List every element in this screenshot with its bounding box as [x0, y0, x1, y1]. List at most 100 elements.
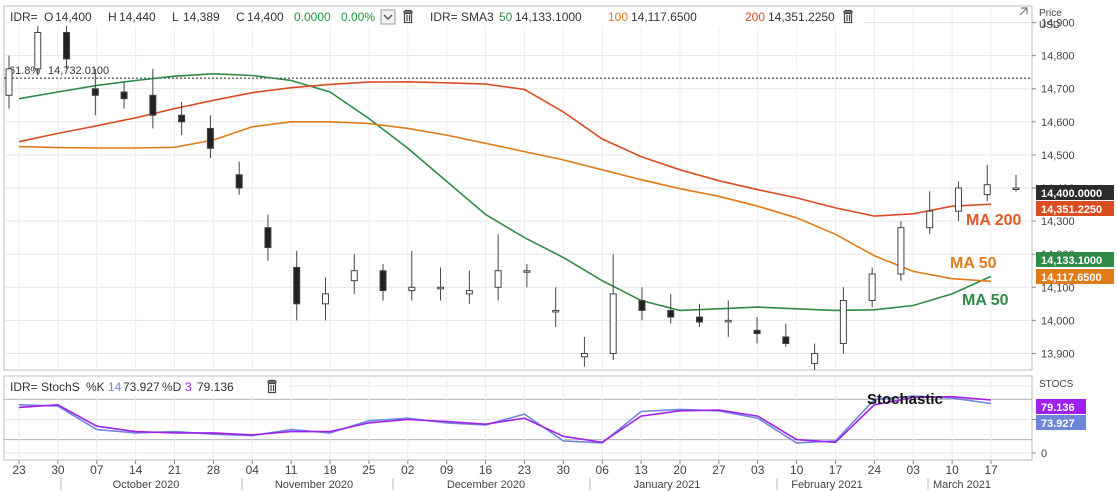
candles — [5, 12, 1020, 370]
price-box — [1036, 269, 1114, 284]
expand-icon — [1019, 7, 1028, 16]
candle-body — [5, 68, 13, 96]
sma-line — [18, 72, 992, 312]
month-label: February 2021 — [791, 479, 863, 491]
x-tick-label: 03 — [907, 463, 921, 477]
x-tick-label: 18 — [323, 463, 337, 477]
trash-icon — [267, 379, 277, 394]
candle-body — [91, 88, 99, 96]
candle-body — [120, 91, 128, 100]
stoch-box-label: 73.927 — [1041, 418, 1075, 430]
sma-period: 200 — [745, 10, 765, 24]
x-tick-label: 17 — [984, 463, 998, 477]
month-label: December 2020 — [447, 479, 525, 491]
candle-body — [580, 352, 588, 358]
ohlc-key: H — [108, 10, 117, 24]
price-tick-label: 14,100 — [1041, 282, 1075, 294]
stoch-header: IDR= StochS %K 14 73.927 %D 3 79.136 — [8, 379, 288, 396]
stoch-axis-title: STOCS — [1039, 379, 1074, 390]
candle-body — [782, 336, 790, 345]
x-tick-label: 07 — [90, 463, 104, 477]
candle-body — [350, 270, 358, 282]
x-tick-label: 21 — [168, 463, 182, 477]
x-tick-label: 20 — [673, 463, 687, 477]
x-tick-label: 03 — [751, 463, 765, 477]
stoch-grid — [4, 376, 1032, 460]
ohlc-value: 14,389 — [183, 10, 220, 24]
candle-body — [235, 174, 243, 189]
price-header: IDR= O 14,400 H 14,440 L 14,389 C 14,400 0.0000 0.… — [8, 7, 1028, 26]
candle-body — [206, 127, 214, 149]
fib-value-label: 14,732.0100 — [48, 65, 109, 77]
price-tick-label: 13,900 — [1041, 348, 1075, 360]
candle-body — [811, 352, 819, 364]
stoch-title: IDR= StochS — [10, 380, 80, 394]
dropdown-icon — [380, 9, 396, 25]
price-box-label: 14,400.0000 — [1041, 188, 1102, 200]
x-tick-label: 17 — [829, 463, 843, 477]
candle-body — [667, 309, 675, 318]
x-tick-label: 24 — [868, 463, 882, 477]
price-tick-label: 14,800 — [1041, 51, 1075, 63]
candle-body — [293, 266, 301, 305]
sma-value: 14,117.6500 — [631, 10, 697, 24]
stoch-line — [18, 395, 992, 444]
candle-body — [379, 270, 387, 292]
price-tick-label: 14,000 — [1041, 315, 1075, 327]
ma-annotation: MA 50 — [962, 292, 1009, 309]
annotations: MA 200 MA 50 MA 50 — [950, 212, 1022, 309]
price-box — [1036, 185, 1114, 200]
x-tick-label: 30 — [557, 463, 571, 477]
candle-body — [523, 270, 531, 273]
ohlc-key: O — [44, 10, 53, 24]
x-tick-label: 10 — [790, 463, 804, 477]
stoch-header-bg — [8, 379, 288, 396]
candle-body — [552, 309, 560, 313]
candle-body — [696, 316, 704, 323]
ohlc-value: 14,440 — [119, 10, 156, 24]
stoch-box — [1036, 415, 1086, 430]
x-tick-label: 23 — [12, 463, 26, 477]
price-tick-label: 14,700 — [1041, 84, 1075, 96]
price-tick-label: 14,500 — [1041, 150, 1075, 162]
price-box — [1036, 201, 1114, 216]
stoch-d-period: 3 — [185, 380, 192, 394]
candle-body — [264, 227, 272, 249]
x-tick-label: 27 — [712, 463, 726, 477]
trash-icon — [403, 9, 413, 24]
month-label: November 2020 — [275, 479, 353, 491]
x-tick-label: 13 — [634, 463, 648, 477]
month-label: October 2020 — [113, 479, 180, 491]
x-tick-label: 10 — [945, 463, 959, 477]
price-tick-label: 14,900 — [1041, 18, 1075, 30]
candle-body — [149, 94, 157, 116]
price-tick-label: 14,300 — [1041, 216, 1075, 228]
x-tick-label: 06 — [596, 463, 610, 477]
sma-period: 100 — [608, 10, 628, 24]
symbol-label: IDR= — [10, 10, 38, 24]
x-axis: 23 30 07 14 21 28 04 11 18 25 02 09 16 23 30 06 13 20 27 03… — [12, 460, 998, 491]
candle-body — [408, 286, 416, 292]
ohlc-value: 14,400 — [55, 10, 92, 24]
month-label: March 2021 — [933, 479, 991, 491]
sma-label: IDR= SMA3 — [430, 10, 494, 24]
candle-body — [63, 31, 71, 60]
x-tick-label: 16 — [479, 463, 493, 477]
price-box — [1036, 252, 1114, 267]
x-tick-label: 14 — [129, 463, 143, 477]
price-box-label: 14,133.1000 — [1041, 255, 1102, 267]
stoch-tick-label: 0 — [1041, 448, 1047, 460]
candle-body — [437, 286, 445, 290]
sma-line — [18, 80, 992, 217]
x-tick-label: 02 — [401, 463, 415, 477]
candle-body — [983, 184, 991, 196]
header-bg — [8, 9, 864, 26]
change-pct: 0.00% — [341, 10, 375, 24]
price-box-label: 14,351.2250 — [1041, 204, 1102, 216]
ma-annotation: MA 50 — [950, 255, 997, 272]
candle-body — [494, 270, 502, 288]
x-tick-label: 23 — [518, 463, 532, 477]
change-value: 0.0000 — [294, 10, 331, 24]
candle-body — [465, 290, 473, 295]
